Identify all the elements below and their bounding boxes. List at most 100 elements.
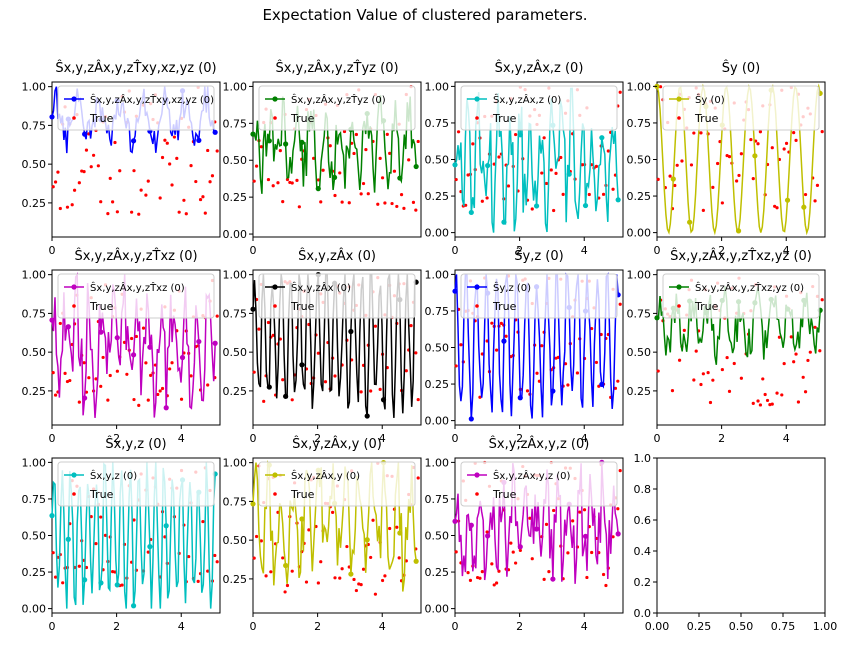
series-marker [65, 324, 71, 330]
true-point [144, 193, 148, 197]
series-marker [485, 162, 491, 169]
legend-true-swatch [475, 492, 479, 496]
true-point [120, 583, 124, 587]
x-tick-label: 0 [250, 620, 257, 633]
legend-box [258, 85, 416, 131]
true-point [376, 202, 380, 206]
true-point [616, 379, 620, 383]
true-point [252, 370, 256, 374]
x-tick-label: 0 [250, 432, 257, 445]
true-point [316, 351, 320, 355]
true-point [582, 508, 587, 512]
true-point [99, 200, 103, 204]
true-point [758, 130, 762, 134]
true-point [552, 208, 556, 213]
true-point [796, 400, 801, 404]
series-marker [397, 530, 403, 536]
x-tick-label: 0 [654, 432, 661, 445]
y-tick-label: 0.75 [425, 493, 450, 506]
x-tick-label: 0 [49, 620, 56, 633]
true-point [271, 333, 275, 337]
true-point [369, 389, 373, 393]
subplot-10: Ŝx,y,zÂx,y (0) True 0.25 0.50 0.75 1.00 0 2 4 Ŝx,… [223, 436, 422, 633]
true-point [820, 130, 824, 134]
true-point [77, 400, 81, 404]
subplot-4: Ŝy (0) True 0.00 0.25 0.50 0.75 1.00 0 2 4 Ŝy (0) [627, 60, 826, 257]
true-point [813, 325, 817, 329]
true-point [323, 380, 328, 384]
y-tick-label: 0.00 [425, 227, 450, 240]
series-marker [533, 526, 540, 532]
subplot-9: Ŝx,y,z (0) True 0.00 0.25 0.50 0.75 1.00 0 2 4 Ŝx,… [22, 436, 221, 633]
true-point [130, 210, 134, 214]
true-point [803, 192, 808, 197]
true-point [604, 583, 608, 588]
series-marker [82, 395, 88, 401]
true-point [658, 85, 663, 89]
legend-label-true: True [89, 112, 114, 125]
true-point [480, 569, 484, 574]
true-point [701, 372, 705, 376]
true-point [530, 207, 534, 211]
legend: Ŝx,y,zÂx,y,zT̂xy,xz,yz (0) True [57, 85, 215, 131]
series-marker [283, 141, 289, 147]
true-point [554, 171, 558, 175]
y-tick-label: 0.8 [634, 483, 652, 496]
true-point [82, 170, 86, 174]
true-point [170, 361, 174, 365]
true-point [51, 185, 55, 189]
true-point [215, 560, 219, 564]
true-point [53, 575, 58, 579]
true-point [711, 378, 715, 382]
x-tick-label: 0.75 [771, 620, 796, 633]
true-point [751, 177, 755, 181]
true-point [132, 518, 136, 522]
true-point [342, 129, 347, 134]
y-tick-label: 0.00 [627, 227, 652, 240]
series-marker [147, 344, 153, 350]
true-point [699, 131, 703, 135]
y-tick-label: 1.00 [425, 80, 450, 93]
series-marker [517, 395, 523, 401]
true-point [504, 334, 508, 338]
true-point [259, 539, 263, 543]
true-point [395, 525, 399, 529]
y-tick-label: 0.50 [223, 346, 248, 359]
true-point [815, 183, 820, 187]
subplot-title: Ŝx,y,zÂx,y,zT̂xy,xz,yz (0) [55, 60, 216, 76]
y-tick-label: 1.00 [22, 456, 47, 469]
series-marker [196, 137, 202, 143]
true-point [454, 364, 458, 368]
true-point [761, 377, 765, 381]
legend-box [662, 273, 820, 319]
true-point [708, 400, 713, 405]
y-tick-label: 0.50 [425, 342, 450, 355]
true-point [373, 592, 378, 596]
true-point [132, 397, 136, 402]
x-tick-label: 0 [250, 244, 257, 257]
true-point [208, 180, 212, 184]
legend-marker [272, 284, 278, 290]
true-point [490, 321, 494, 325]
y-tick-label: 0.25 [425, 190, 450, 203]
true-point [732, 361, 736, 366]
true-point [106, 212, 110, 216]
true-point [201, 195, 205, 199]
true-point [459, 343, 463, 347]
true-point [156, 392, 160, 397]
true-point [694, 349, 698, 353]
legend: Ŝx,y,zÂx,y,zT̂xz (0) True [57, 273, 215, 319]
true-point [366, 192, 370, 196]
y-tick-label: 1.00 [223, 80, 248, 93]
legend: Ŝy (0) True [662, 85, 820, 131]
true-point [594, 164, 599, 168]
series-marker [348, 328, 354, 335]
series-marker [299, 362, 305, 368]
series-marker [615, 531, 621, 537]
true-point [58, 321, 62, 326]
true-point [480, 199, 484, 203]
true-point [56, 170, 60, 174]
legend-box [57, 461, 215, 507]
true-point [411, 200, 416, 204]
legend-marker [71, 96, 77, 102]
